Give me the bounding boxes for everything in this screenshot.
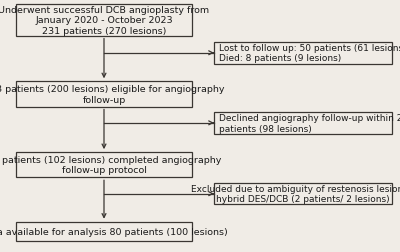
Bar [16, 5, 192, 37]
Bar [16, 152, 192, 178]
Bar [214, 43, 392, 64]
Bar [214, 183, 392, 205]
Text: Lost to follow up: 50 patients (61 lesions)
Died: 8 patients (9 lesions): Lost to follow up: 50 patients (61 lesio… [219, 44, 400, 63]
Text: Data available for analysis 80 patients (100 lesions): Data available for analysis 80 patients … [0, 227, 228, 236]
Text: Underwent successful DCB angioplasty from
January 2020 - October 2023
231 patien: Underwent successful DCB angioplasty fro… [0, 6, 210, 36]
Bar [16, 82, 192, 107]
Text: 82 patients (102 lesions) completed angiography
follow-up protocol: 82 patients (102 lesions) completed angi… [0, 155, 221, 175]
Text: Excluded due to ambiguity of restenosis lesion in
hybrid DES/DCB (2 patients/ 2 : Excluded due to ambiguity of restenosis … [191, 184, 400, 204]
Text: Declined angiography follow-up within 2 year: 91
patients (98 lesions): Declined angiography follow-up within 2 … [219, 114, 400, 133]
Bar [16, 222, 192, 241]
Text: 173 patients (200 lesions) eligible for angiography
follow-up: 173 patients (200 lesions) eligible for … [0, 85, 224, 104]
Bar [214, 113, 392, 134]
